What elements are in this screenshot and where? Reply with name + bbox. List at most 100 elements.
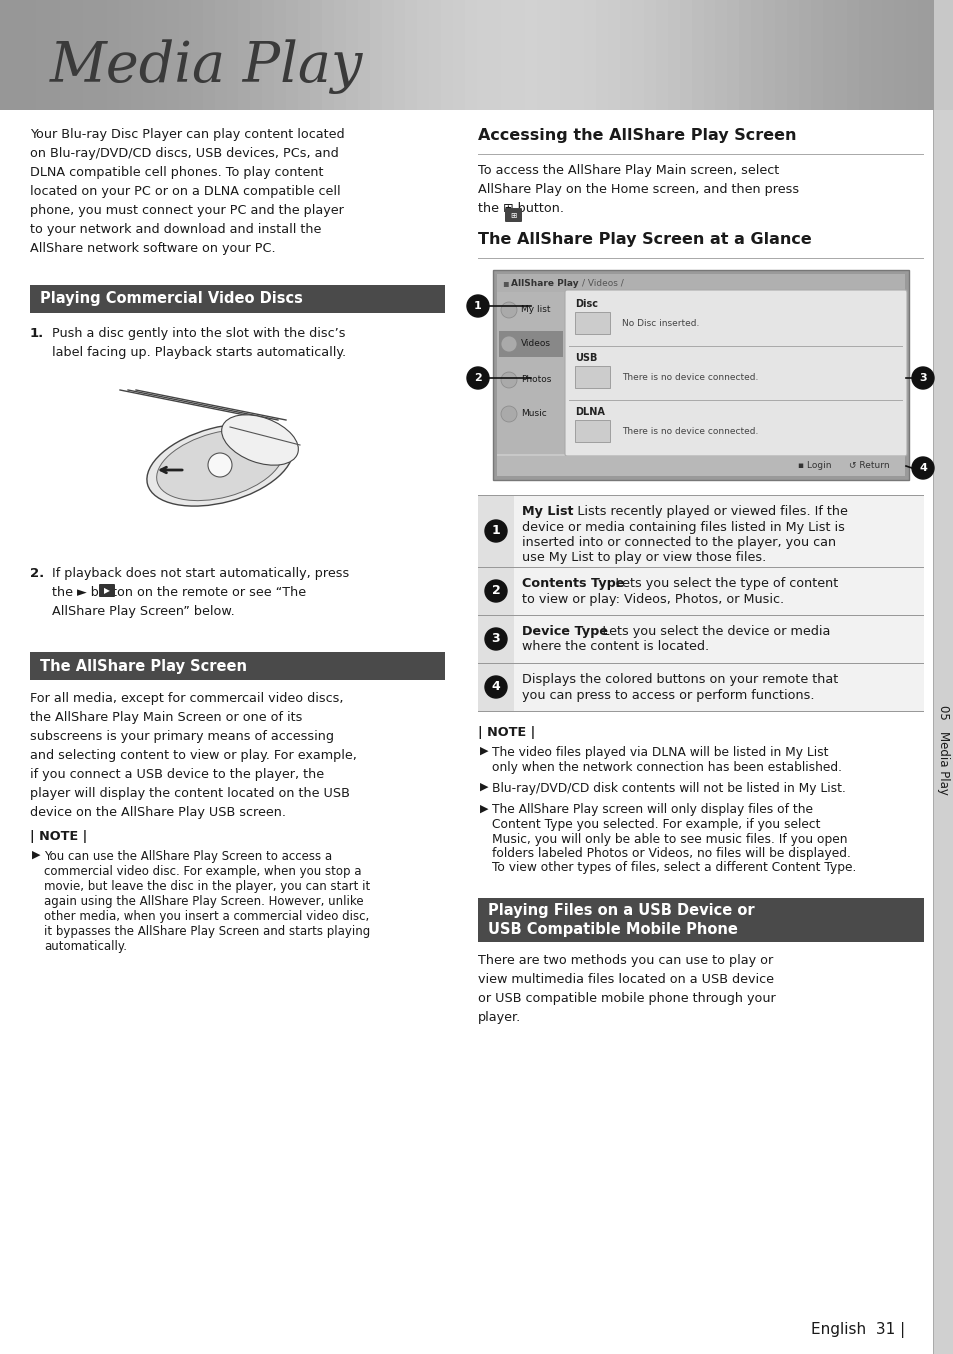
Text: Displays the colored buttons on your remote that: Displays the colored buttons on your rem… xyxy=(521,673,838,686)
Bar xyxy=(310,0,323,110)
Bar xyxy=(440,0,454,110)
Bar xyxy=(869,0,882,110)
Text: English  31 |: English 31 | xyxy=(810,1322,904,1338)
Text: The AllShare Play screen will only display files of the: The AllShare Play screen will only displ… xyxy=(492,803,812,816)
Text: 4: 4 xyxy=(918,463,926,473)
Text: / Videos /: / Videos / xyxy=(581,279,623,287)
Text: movie, but leave the disc in the player, you can start it: movie, but leave the disc in the player,… xyxy=(44,880,370,894)
Text: ▶: ▶ xyxy=(479,783,488,792)
Bar xyxy=(821,0,835,110)
Bar xyxy=(512,0,525,110)
Text: ▶: ▶ xyxy=(32,850,40,860)
Bar xyxy=(477,496,514,567)
Text: Your Blu-ray Disc Player can play content located
on Blu-ray/DVD/CD discs, USB d: Your Blu-ray Disc Player can play conten… xyxy=(30,129,344,255)
Text: use My List to play or view those files.: use My List to play or view those files. xyxy=(521,551,765,565)
Bar xyxy=(497,274,904,292)
Text: ▶: ▶ xyxy=(479,803,488,814)
Bar xyxy=(262,0,275,110)
Bar xyxy=(845,0,859,110)
Bar xyxy=(774,0,787,110)
Bar xyxy=(416,0,430,110)
Text: There is no device connected.: There is no device connected. xyxy=(621,374,758,382)
Bar xyxy=(321,0,335,110)
Text: You can use the AllShare Play Screen to access a: You can use the AllShare Play Screen to … xyxy=(44,850,332,862)
Bar xyxy=(24,0,37,110)
Text: DLNA: DLNA xyxy=(575,408,604,417)
Ellipse shape xyxy=(147,424,293,506)
Bar xyxy=(679,0,692,110)
Bar xyxy=(655,0,668,110)
Text: 2: 2 xyxy=(491,585,500,597)
Text: Blu-ray/DVD/CD disk contents will not be listed in My List.: Blu-ray/DVD/CD disk contents will not be… xyxy=(492,783,845,795)
Bar xyxy=(30,653,444,680)
Text: USB: USB xyxy=(575,353,597,363)
Text: | NOTE |: | NOTE | xyxy=(30,830,87,844)
Bar xyxy=(0,0,13,110)
Bar xyxy=(933,110,953,1354)
Text: ↺ Return: ↺ Return xyxy=(848,462,889,470)
Bar xyxy=(477,663,514,711)
Text: Playing Files on a USB Device or
USB Compatible Mobile Phone: Playing Files on a USB Device or USB Com… xyxy=(488,903,754,937)
Text: Push a disc gently into the slot with the disc’s
label facing up. Playback start: Push a disc gently into the slot with th… xyxy=(52,328,346,359)
Bar xyxy=(750,0,763,110)
Bar xyxy=(477,567,923,615)
Bar xyxy=(477,567,514,615)
FancyBboxPatch shape xyxy=(504,209,521,222)
Bar xyxy=(30,284,444,313)
Bar xyxy=(167,0,180,110)
FancyBboxPatch shape xyxy=(99,584,115,597)
Text: ▪: ▪ xyxy=(501,278,508,288)
Circle shape xyxy=(500,336,517,352)
Bar xyxy=(107,0,120,110)
Bar xyxy=(834,0,847,110)
Bar xyxy=(131,0,144,110)
Text: automatically.: automatically. xyxy=(44,940,127,953)
Bar xyxy=(119,0,132,110)
Bar xyxy=(476,0,490,110)
Bar xyxy=(786,0,800,110)
Bar xyxy=(274,0,287,110)
Bar xyxy=(933,0,953,110)
Text: My List: My List xyxy=(521,505,573,519)
Circle shape xyxy=(208,454,232,477)
Text: 3: 3 xyxy=(491,632,499,646)
Bar xyxy=(297,0,311,110)
Text: you can press to access or perform functions.: you can press to access or perform funct… xyxy=(521,688,814,701)
Bar xyxy=(477,616,514,663)
Text: 2.: 2. xyxy=(30,567,44,580)
Bar xyxy=(477,898,923,942)
Circle shape xyxy=(911,367,933,389)
Bar xyxy=(334,0,347,110)
Text: 2: 2 xyxy=(474,372,481,383)
Text: Playing Commercial Video Discs: Playing Commercial Video Discs xyxy=(40,291,302,306)
Text: Device Type: Device Type xyxy=(521,626,607,638)
Text: Media Play: Media Play xyxy=(50,39,363,93)
Text: it bypasses the AllShare Play Screen and starts playing: it bypasses the AllShare Play Screen and… xyxy=(44,925,370,938)
Bar xyxy=(477,616,923,663)
Circle shape xyxy=(484,676,506,699)
Bar xyxy=(702,0,716,110)
FancyBboxPatch shape xyxy=(564,290,906,456)
Text: AllShare Play: AllShare Play xyxy=(511,279,578,287)
Bar xyxy=(631,0,644,110)
Circle shape xyxy=(484,580,506,603)
Text: : Lets you select the device or media: : Lets you select the device or media xyxy=(590,626,830,638)
Bar xyxy=(905,0,919,110)
Text: where the content is located.: where the content is located. xyxy=(521,640,708,654)
Bar xyxy=(143,0,156,110)
Text: Music, you will only be able to see music files. If you open: Music, you will only be able to see musi… xyxy=(492,833,846,845)
Text: ▶: ▶ xyxy=(479,746,488,756)
Text: There is no device connected.: There is no device connected. xyxy=(621,428,758,436)
Bar xyxy=(858,0,871,110)
Bar xyxy=(917,0,930,110)
Bar xyxy=(381,0,395,110)
Text: 3: 3 xyxy=(919,372,926,383)
Circle shape xyxy=(467,295,489,317)
Bar xyxy=(524,0,537,110)
Text: 1: 1 xyxy=(491,524,500,538)
Bar xyxy=(932,110,933,1354)
Bar xyxy=(810,0,823,110)
Bar xyxy=(95,0,109,110)
Text: There are two methods you can use to play or
view multimedia files located on a : There are two methods you can use to pla… xyxy=(477,955,775,1024)
Circle shape xyxy=(911,458,933,479)
